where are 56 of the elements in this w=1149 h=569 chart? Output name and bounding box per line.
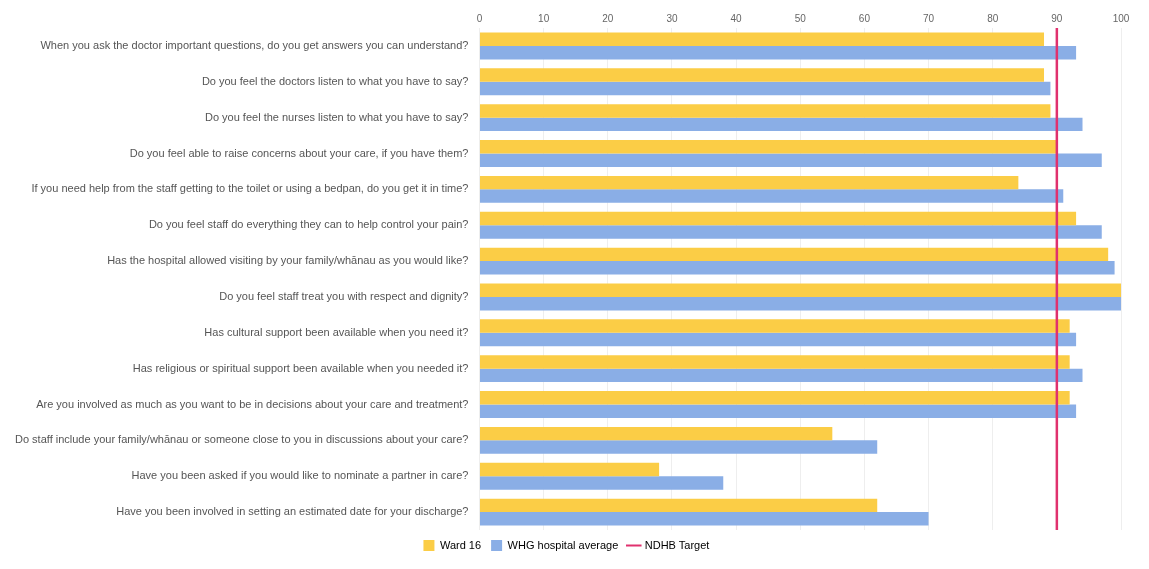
bar bbox=[479, 355, 1070, 369]
bar bbox=[479, 404, 1077, 418]
bar bbox=[479, 319, 1070, 333]
bar bbox=[479, 175, 1019, 190]
x-tick-label: 60 bbox=[858, 12, 871, 24]
bar bbox=[479, 81, 1051, 96]
y-tick-label: Do you feel able to raise concerns about your care, if you have them? bbox=[129, 146, 469, 159]
bar bbox=[479, 368, 1083, 383]
bar bbox=[479, 512, 929, 526]
bar bbox=[479, 189, 1064, 203]
legend-label: NDHB Target bbox=[644, 538, 710, 551]
y-tick-label: Do you feel the doctors listen to what you have to say? bbox=[201, 74, 469, 87]
bar bbox=[479, 247, 1109, 262]
legend-label: WHG hospital average bbox=[507, 538, 619, 551]
y-tick-label: Do you feel the nurses listen to what you have to say? bbox=[204, 110, 469, 123]
y-tick-label: Have you been involved in setting an estimated date for your discharge? bbox=[116, 505, 469, 518]
bar bbox=[479, 140, 1057, 154]
x-tick-label: 10 bbox=[538, 12, 550, 24]
bar bbox=[479, 225, 1102, 239]
bar bbox=[479, 391, 1070, 405]
x-tick-label: 100 bbox=[1112, 12, 1130, 24]
bar bbox=[479, 426, 833, 441]
bar bbox=[479, 296, 1121, 311]
y-tick-label: Have you been asked if you would like to nominate a partner in care? bbox=[131, 469, 469, 482]
y-tick-label: Are you involved as much as you want to be in decisions about your care and treatment? bbox=[36, 397, 469, 410]
y-tick-label: Do you feel staff treat you with respect and dignity? bbox=[219, 289, 469, 302]
bar bbox=[479, 498, 878, 513]
y-tick-label: Has religious or spiritual support been available when you needed it? bbox=[132, 361, 469, 374]
x-tick-label: 70 bbox=[922, 12, 935, 24]
bar bbox=[479, 68, 1045, 82]
x-tick-label: 50 bbox=[794, 12, 807, 24]
bar bbox=[479, 45, 1077, 60]
x-tick-label: 90 bbox=[1051, 12, 1063, 24]
x-tick-label: 30 bbox=[666, 12, 678, 24]
x-tick-label: 0 bbox=[476, 12, 483, 24]
y-tick-label: When you ask the doctor important questions, do you get answers you can understand? bbox=[40, 38, 469, 51]
y-tick-label: Has cultural support been available when you need it? bbox=[204, 325, 469, 338]
x-tick-label: 20 bbox=[602, 12, 614, 24]
bar bbox=[479, 104, 1051, 118]
bar bbox=[479, 332, 1077, 347]
legend-label: Ward 16 bbox=[439, 538, 482, 551]
bar bbox=[479, 261, 1115, 275]
y-tick-label: Do staff include your family/whānau or someone close to you in discussions about your care? bbox=[14, 433, 469, 446]
y-tick-label: If you need help from the staff getting to the toilet or using a bedpan, do you get it in time? bbox=[31, 182, 469, 195]
x-tick-label: 40 bbox=[730, 12, 743, 24]
y-tick-label: Do you feel staff do everything they can to help control your pain? bbox=[148, 218, 469, 231]
bar bbox=[479, 153, 1102, 167]
x-tick-label: 80 bbox=[987, 12, 999, 24]
bar bbox=[479, 462, 660, 477]
bar bbox=[479, 440, 878, 454]
bar bbox=[479, 211, 1077, 226]
bar bbox=[479, 117, 1083, 132]
y-tick-label: Has the hospital allowed visiting by your family/whānau as you would like? bbox=[107, 254, 469, 267]
bar bbox=[479, 283, 1121, 297]
bar bbox=[479, 476, 724, 490]
bar bbox=[479, 32, 1045, 46]
